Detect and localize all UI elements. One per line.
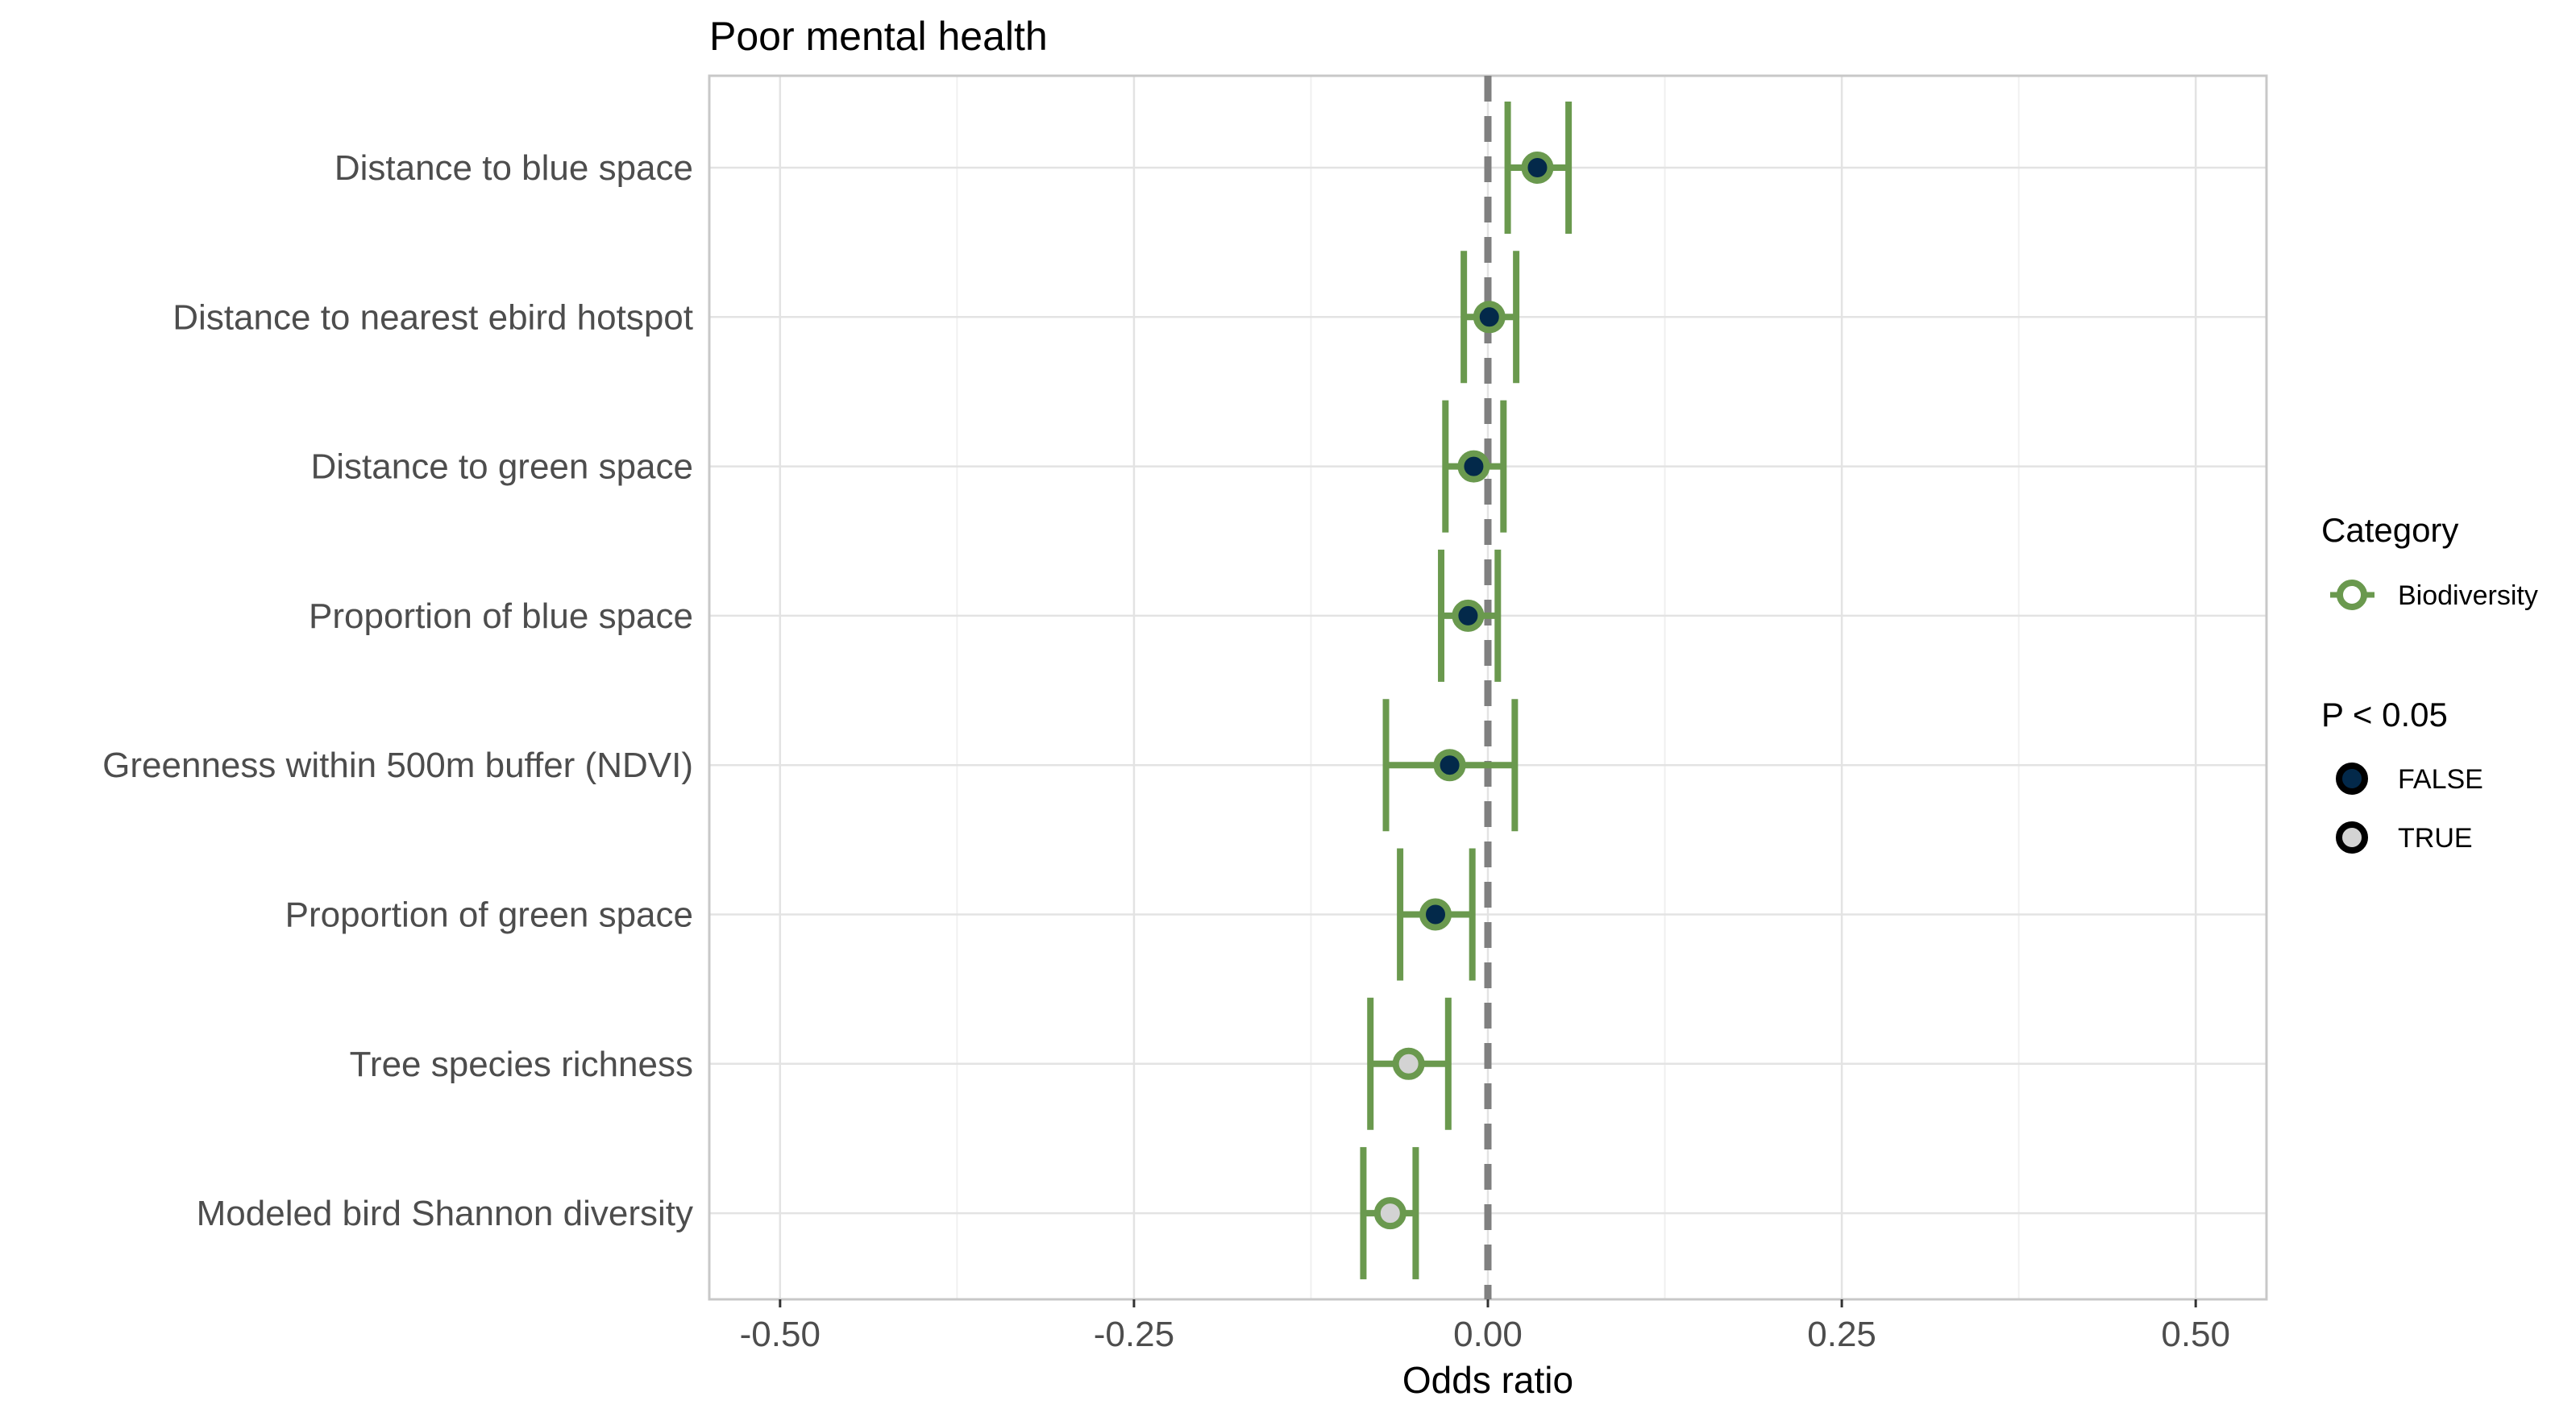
legend: Category Biodiversity P < 0.05 FALSE TRU… (2321, 511, 2538, 854)
legend-key-true (2336, 821, 2368, 854)
row-8 (1360, 1147, 1419, 1280)
legend-category-title: Category (2321, 511, 2458, 549)
row-7 (1367, 997, 1452, 1130)
row-2 (1460, 251, 1520, 384)
x-tick-label: 0.50 (2161, 1315, 2230, 1354)
y-axis-labels: Distance to blue space Distance to neares… (102, 148, 693, 1233)
x-axis-ticks: -0.50 -0.25 0.00 0.25 0.50 (740, 1299, 2230, 1354)
estimate-point (1457, 450, 1490, 483)
row-5 (1382, 699, 1519, 832)
x-axis-title: Odds ratio (1402, 1359, 1573, 1401)
estimate-point (1419, 898, 1452, 931)
estimate-point (1373, 1197, 1406, 1230)
y-tick-label: Distance to blue space (334, 148, 693, 188)
x-tick-label: 0.25 (1807, 1315, 1876, 1354)
y-tick-label: Distance to green space (310, 447, 693, 487)
x-tick-label: -0.50 (740, 1315, 821, 1354)
y-tick-label: Greenness within 500m buffer (NDVI) (102, 746, 693, 785)
chart-title: Poor mental health (709, 14, 1048, 59)
y-tick-label: Tree species richness (350, 1045, 693, 1084)
legend-significance-title: P < 0.05 (2321, 696, 2448, 734)
y-tick-label: Proportion of green space (285, 896, 693, 935)
x-tick-label: 0.00 (1453, 1315, 1523, 1354)
estimate-point (1452, 599, 1485, 632)
legend-key-false (2336, 763, 2368, 795)
legend-key-ring (2337, 580, 2367, 610)
x-tick-label: -0.25 (1094, 1315, 1174, 1354)
row-1 (1504, 102, 1573, 234)
y-tick-label: Modeled bird Shannon diversity (197, 1194, 693, 1233)
estimate-point (1433, 749, 1466, 782)
legend-significance-true: TRUE (2398, 823, 2473, 854)
y-tick-label: Distance to nearest ebird hotspot (172, 297, 693, 337)
row-4 (1438, 549, 1502, 682)
legend-significance-false: FALSE (2398, 764, 2483, 795)
legend-category-item: Biodiversity (2398, 580, 2538, 611)
plot-panel (708, 74, 2268, 1301)
row-6 (1397, 848, 1476, 981)
legend-key-biodiversity (2330, 580, 2374, 610)
estimate-point (1392, 1047, 1425, 1080)
estimate-point (1473, 301, 1506, 334)
estimate-point (1521, 152, 1554, 184)
y-tick-label: Proportion of blue space (309, 596, 693, 636)
row-3 (1442, 400, 1507, 533)
